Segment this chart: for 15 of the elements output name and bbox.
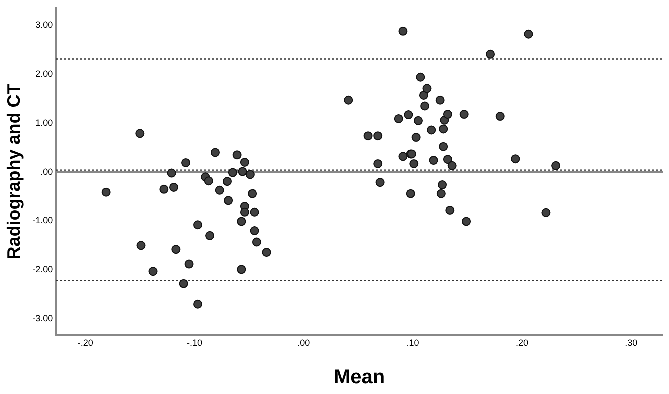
x-tick-label: .20 (516, 338, 528, 348)
y-tick-label: -2.00 (32, 264, 54, 275)
y-axis-title: Radiography and CT (4, 84, 24, 260)
y-tick-label: 3.00 (36, 20, 54, 30)
x-tick-label: -.10 (186, 338, 202, 348)
y-tick-label: -3.00 (32, 314, 54, 324)
x-axis-title: Mean (334, 366, 386, 389)
x-tick-label: .10 (406, 338, 420, 348)
y-tick-label: .00 (40, 166, 54, 177)
x-tick-label: -.20 (78, 338, 94, 348)
x-tick-label: .30 (625, 338, 638, 348)
y-tick-label: 1.00 (36, 118, 54, 128)
y-tick-label: -1.00 (32, 216, 54, 226)
y-tick-label: 2.00 (36, 68, 54, 79)
x-tick-label: .00 (298, 338, 310, 348)
